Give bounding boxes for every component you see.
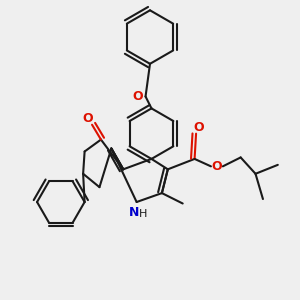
Text: O: O [212,160,222,173]
Text: O: O [82,112,93,125]
Text: N: N [129,206,140,219]
Text: O: O [133,90,143,103]
Text: H: H [139,209,147,220]
Text: O: O [194,121,204,134]
